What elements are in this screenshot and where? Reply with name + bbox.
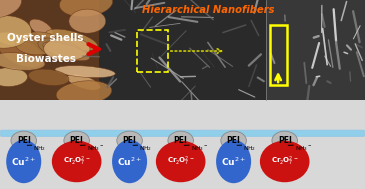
Ellipse shape: [44, 37, 90, 61]
Ellipse shape: [216, 140, 251, 183]
Text: $\mathregular{NH_3}$$^-$: $\mathregular{NH_3}$$^-$: [295, 144, 312, 153]
Text: $\mathregular{NH_2}$: $\mathregular{NH_2}$: [34, 144, 46, 153]
Ellipse shape: [52, 141, 101, 182]
Text: Cr$_2$O$_7^{2-}$: Cr$_2$O$_7^{2-}$: [167, 155, 195, 168]
Ellipse shape: [6, 140, 41, 183]
Ellipse shape: [168, 131, 193, 150]
Text: Cr$_2$O$_7^{2-}$: Cr$_2$O$_7^{2-}$: [63, 155, 91, 168]
Text: Cu$^{2+}$: Cu$^{2+}$: [221, 155, 246, 168]
Text: PEI: PEI: [17, 136, 31, 145]
Text: PEI: PEI: [227, 136, 241, 145]
Bar: [137, 30, 168, 72]
Ellipse shape: [0, 53, 45, 70]
Text: Cr$_2$O$_7^{2-}$: Cr$_2$O$_7^{2-}$: [271, 155, 299, 168]
Text: Oyster shells: Oyster shells: [7, 33, 84, 43]
Bar: [266, 0, 365, 100]
Ellipse shape: [221, 131, 246, 150]
Text: Cu$^{2+}$: Cu$^{2+}$: [11, 155, 36, 168]
Ellipse shape: [56, 81, 112, 105]
Text: Hierarchical Nanofibers: Hierarchical Nanofibers: [142, 5, 274, 15]
Ellipse shape: [59, 0, 113, 17]
Ellipse shape: [272, 131, 297, 150]
Text: PEI: PEI: [278, 136, 292, 145]
Ellipse shape: [0, 36, 43, 67]
Ellipse shape: [112, 140, 147, 183]
Bar: [270, 25, 287, 85]
Text: PEI: PEI: [174, 136, 188, 145]
Bar: [0, 0, 99, 100]
FancyBboxPatch shape: [1, 130, 364, 136]
Ellipse shape: [11, 131, 36, 150]
Text: $\mathregular{NH_3}$$^-$: $\mathregular{NH_3}$$^-$: [191, 144, 208, 153]
Text: Biowastes: Biowastes: [16, 54, 76, 64]
Ellipse shape: [55, 66, 115, 78]
Text: $\mathregular{NH_2}$: $\mathregular{NH_2}$: [139, 144, 152, 153]
Ellipse shape: [64, 131, 89, 150]
Text: Cu$^{2+}$: Cu$^{2+}$: [117, 155, 142, 168]
Ellipse shape: [0, 0, 22, 18]
Text: $\mathregular{NH_2}$: $\mathregular{NH_2}$: [243, 144, 256, 153]
Ellipse shape: [156, 141, 205, 182]
Text: PEI: PEI: [70, 136, 84, 145]
Bar: [99, 0, 266, 100]
Ellipse shape: [67, 74, 100, 90]
Ellipse shape: [0, 32, 27, 46]
Ellipse shape: [28, 69, 69, 85]
Bar: [0, 100, 365, 189]
Ellipse shape: [260, 141, 310, 182]
Ellipse shape: [46, 29, 98, 51]
Ellipse shape: [117, 131, 142, 150]
Ellipse shape: [38, 38, 84, 60]
Ellipse shape: [0, 68, 27, 87]
Text: PEI: PEI: [123, 136, 137, 145]
Ellipse shape: [30, 19, 53, 37]
Ellipse shape: [15, 32, 60, 55]
Ellipse shape: [0, 16, 31, 48]
Ellipse shape: [69, 9, 106, 33]
Text: $\mathregular{NH_3}$$^-$: $\mathregular{NH_3}$$^-$: [87, 144, 104, 153]
Ellipse shape: [43, 42, 90, 61]
